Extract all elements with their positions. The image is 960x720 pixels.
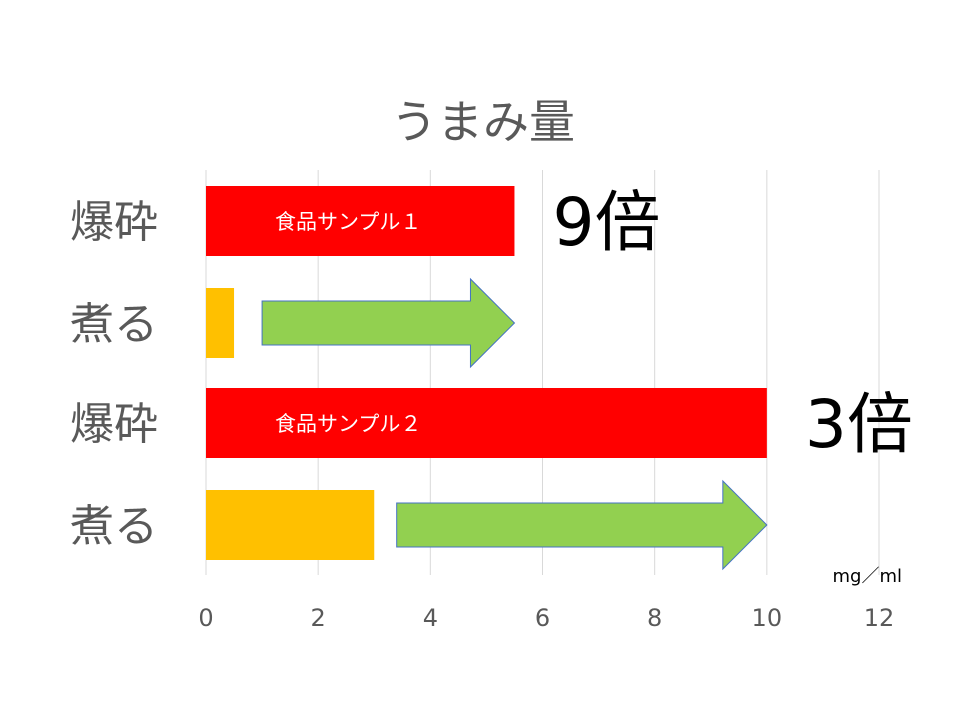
x-tick-label: 6: [535, 604, 550, 632]
bar-label: 食品サンプル２: [275, 412, 421, 436]
category-label: 爆砕: [70, 399, 158, 450]
x-tick-label: 2: [311, 604, 326, 632]
arrows: [261, 277, 768, 571]
bars: [206, 186, 767, 560]
ratio-label: 9倍: [552, 184, 660, 261]
increase-arrow: [261, 277, 516, 369]
category-label: 煮る: [70, 501, 158, 552]
x-tick-label: 12: [864, 604, 895, 632]
category-label: 爆砕: [70, 197, 158, 248]
increase-arrow: [396, 479, 768, 571]
bar-explode: [206, 186, 515, 256]
x-tick-label: 8: [647, 604, 662, 632]
x-tick-label: 4: [423, 604, 438, 632]
bar-explode: [206, 388, 767, 458]
ratio-label: 3倍: [805, 386, 913, 463]
bar-label: 食品サンプル１: [275, 210, 421, 234]
chart-title: うまみ量: [391, 95, 575, 149]
category-label: 煮る: [70, 299, 158, 350]
bar-boil: [206, 490, 375, 560]
x-tick-label: 0: [198, 604, 213, 632]
x-tick-label: 10: [752, 604, 783, 632]
unit-label: mg／ml: [833, 566, 903, 587]
bar-boil: [206, 288, 235, 358]
